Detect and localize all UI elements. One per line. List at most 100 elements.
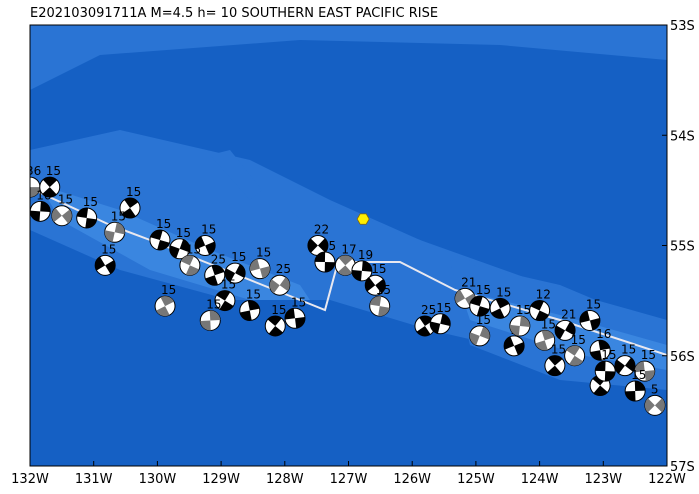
x-tick-label: 131W [75,472,113,487]
depth-label: 21 [461,275,476,289]
beachball-quadrant [160,296,174,307]
beachball-quadrant [42,187,57,198]
beachball-quadrant [259,266,270,279]
beachball-quadrant [535,310,549,321]
beachball-quadrant [530,300,544,311]
beachball-quadrant [249,258,260,272]
depth-label: 15 [231,250,246,264]
focal-mechanism [414,315,436,337]
x-tick-label: 132W [11,472,49,487]
x-tick-label: 130W [139,472,177,487]
focal-mechanism [269,274,291,296]
beachball-quadrant [284,308,295,320]
depth-label: 15 [201,223,216,237]
focal-mechanism [149,229,171,251]
depth-label: 12 [536,288,551,302]
depth-label: 15 [476,313,491,327]
depth-label: 15 [641,348,656,362]
focal-mechanism [39,176,61,198]
beachball-quadrant [625,391,636,402]
beachball-quadrant [314,252,326,263]
beachball-quadrant [150,229,163,240]
depth-label: 21 [561,307,576,321]
beachball-quadrant [157,239,170,250]
focal-mechanism [179,254,201,276]
focal-mechanism [119,197,141,219]
beachball-quadrant [61,209,72,224]
depth-label: 25 [211,252,226,266]
depth-label: 15 [246,288,261,302]
focal-mechanism [30,200,51,222]
depth-label: 15 [221,278,236,292]
focal-mechanism [469,295,491,317]
focal-mechanism [364,274,386,296]
depth-label: 15 [551,343,566,357]
beachball-quadrant [269,279,280,294]
beachball-quadrant [369,296,382,307]
beachball-quadrant [593,385,608,396]
axes: 132W 131W 130W 129W 128W 127W 126W 125W 124W 123W… [11,19,695,487]
depth-label: 15 [601,348,616,362]
beachball-quadrant [30,210,41,222]
depth-label: 15 [58,193,73,207]
beachball-quadrant [491,308,505,319]
beachball-quadrant [179,239,190,253]
beachball-quadrant [279,277,290,292]
beachball-quadrant [114,222,125,235]
depth-label: 15 [256,246,271,260]
beachball-quadrant [169,245,180,259]
focal-mechanism [509,315,531,337]
beachball-quadrant [614,359,625,374]
beachball-quadrant [209,310,221,321]
y-tick-label: 53S [670,19,695,34]
beachball-quadrant [604,371,616,382]
y-tick-label: 57S [670,460,695,475]
depth-label: 15 [176,226,191,240]
beachball-quadrant [495,298,510,309]
beachball-quadrant [455,289,466,304]
focal-mechanism [76,207,98,229]
beachball-quadrant [247,300,260,311]
beachball-quadrant [569,355,584,366]
title: E202103091711A M=4.5 h= 10 SOUTHERN EAST… [30,6,438,21]
beachball-quadrant [634,381,646,392]
x-tick-label: 125W [457,472,495,487]
beachball-quadrant [476,306,490,317]
focal-mechanism [529,300,551,322]
y-tick-label: 56S [670,350,695,365]
depth-label: 15 [516,303,531,317]
beachball-quadrant [40,201,51,213]
depth-label: 15 [111,209,126,223]
depth-label: 17 [341,242,356,256]
depth-label: 15 [271,303,286,317]
focal-mechanism [351,260,373,282]
beachball-quadrant [180,255,194,266]
depth-label: 25 [421,303,436,317]
beachball-quadrant [634,361,645,373]
beachball-quadrant [351,269,362,281]
beachball-quadrant [294,317,305,329]
beachball-quadrant [378,306,390,317]
focal-mechanism [264,315,286,337]
focal-mechanism [614,355,636,377]
beachball-quadrant [337,265,353,276]
y-tick-label: 55S [670,240,695,255]
beachball-quadrant [365,277,376,292]
beachball-quadrant [430,321,441,334]
beachball-quadrant [219,300,234,311]
depth-label: 15 [631,368,646,382]
focal-mechanism [534,329,556,351]
beachball-quadrant [124,198,139,209]
beachball-quadrant [225,268,236,282]
beachball-quadrant [479,326,490,340]
beachball-quadrant [535,340,548,351]
depth-label: 15 [476,283,491,297]
depth-label: 16 [596,327,611,341]
depth-label: 15 [541,317,556,331]
beachball-quadrant [104,230,115,243]
focal-mechanism [224,262,246,284]
beachball-quadrant [30,187,40,198]
depth-label: 15 [161,283,176,297]
beachball-quadrant [324,262,335,273]
